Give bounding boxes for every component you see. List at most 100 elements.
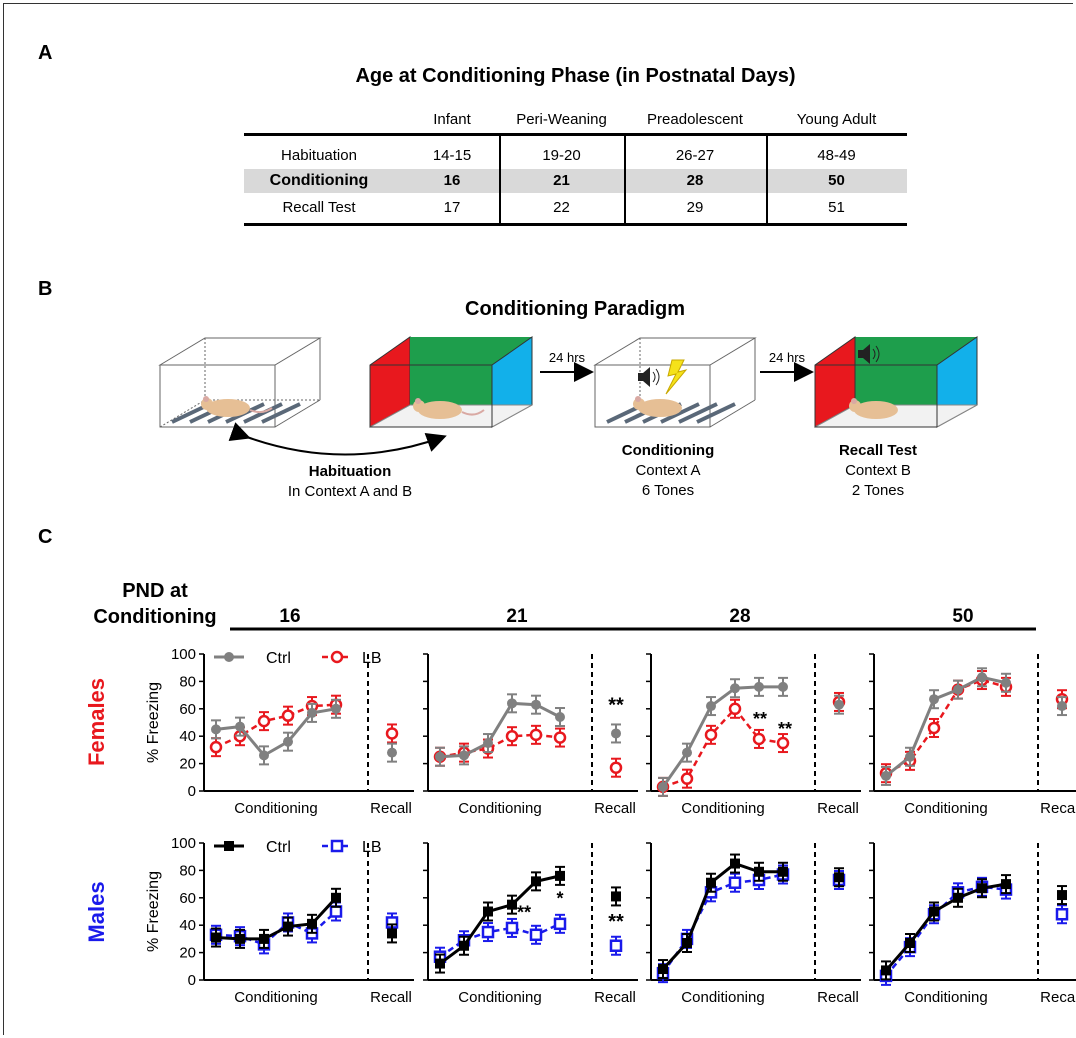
table-cell: 51 <box>828 199 845 216</box>
data-point-lb <box>505 729 519 743</box>
table-cell: 14-15 <box>432 147 472 164</box>
table-row: Habituation 14-15 19-20 26-27 48-49 <box>244 144 907 168</box>
x-label-recall: Recall <box>370 989 412 1006</box>
x-label-recall: Recall <box>817 800 859 817</box>
data-point-ctrl <box>881 965 891 976</box>
conditioning-caption: Conditioning Context A 6 Tones <box>598 441 738 501</box>
x-label-recall: Recall <box>817 989 859 1006</box>
row-label-females: Females <box>84 678 109 766</box>
y-tick-label: 80 <box>179 862 196 879</box>
data-point-lb <box>281 709 295 722</box>
data-point-ctrl <box>611 728 621 739</box>
table-cell: 28 <box>686 172 704 189</box>
legend-marker-ctrl <box>224 841 234 851</box>
habituation-caption: Habituation In Context A and B <box>260 462 440 502</box>
data-point-ctrl <box>331 892 341 903</box>
conditioning-name: Conditioning <box>621 442 715 459</box>
data-point-ctrl <box>834 699 844 710</box>
data-point-ctrl <box>754 681 764 692</box>
data-point-ctrl <box>1001 677 1011 688</box>
x-label-recall: Recall <box>1040 800 1076 817</box>
pnd-value: 28 <box>729 606 750 627</box>
legend-marker-lb <box>330 839 344 853</box>
panel-b-letter: B <box>38 278 53 300</box>
data-point-ctrl <box>435 751 445 762</box>
mouse-icon <box>201 396 273 417</box>
table-divider <box>766 135 768 223</box>
y-tick-label: 60 <box>179 890 196 907</box>
recall-name: Recall Test <box>838 442 918 459</box>
series-line-lb <box>885 885 1007 977</box>
data-point-ctrl <box>706 877 716 888</box>
data-point-lb <box>927 721 941 735</box>
data-point-ctrl <box>331 703 341 714</box>
data-point-lb <box>609 939 623 952</box>
table-divider <box>624 135 626 223</box>
data-point-ctrl <box>307 707 317 718</box>
data-point-lb <box>752 732 766 746</box>
panel-b-title: Conditioning Paradigm <box>465 298 685 320</box>
habituation-line: In Context A and B <box>287 483 413 500</box>
data-point-ctrl <box>1057 890 1067 901</box>
data-point-ctrl <box>483 738 493 749</box>
data-point-ctrl <box>211 724 221 735</box>
data-point-ctrl <box>259 933 269 944</box>
data-point-ctrl <box>977 883 987 894</box>
habituation-name: Habituation <box>308 463 392 480</box>
panel-a-title: Age at Conditioning Phase (in Postnatal … <box>355 65 796 87</box>
data-point-lb <box>481 925 495 939</box>
y-tick-label: 100 <box>171 646 196 663</box>
significance-marker: ** <box>608 695 624 717</box>
x-label-conditioning: Conditioning <box>904 800 987 817</box>
data-point-ctrl <box>555 712 565 723</box>
data-point-lb <box>609 761 623 774</box>
table-rule-bottom <box>244 223 907 226</box>
data-point-lb <box>529 728 543 742</box>
panel-a-letter: A <box>38 42 53 64</box>
data-point-lb <box>776 736 790 750</box>
chart-panel: 0 20 40 60 80 100 % Freezing Conditioning Recall… <box>145 835 414 1006</box>
data-point-ctrl <box>507 698 517 709</box>
table-cell: 21 <box>553 172 570 189</box>
table-row-label: Recall Test <box>282 199 356 216</box>
significance-marker: * <box>556 889 563 909</box>
data-point-ctrl <box>658 964 668 975</box>
recall-box <box>814 336 978 428</box>
table-cell: 26-27 <box>675 147 715 164</box>
recall-line2: 2 Tones <box>851 482 905 499</box>
data-point-ctrl <box>706 701 716 712</box>
data-point-ctrl <box>555 870 565 881</box>
table-header-row: Infant Peri-Weaning Preadolescent Young … <box>244 108 907 132</box>
data-point-ctrl <box>977 672 987 683</box>
significance-marker: ** <box>753 709 767 729</box>
x-label-conditioning: Conditioning <box>681 989 764 1006</box>
legend-label-lb: LB <box>362 839 382 856</box>
data-point-ctrl <box>459 750 469 761</box>
table-cell: 50 <box>828 172 845 189</box>
y-tick-label: 100 <box>171 835 196 852</box>
chart-panel: 0 20 40 60 80 100 % Freezing Conditioning Recall… <box>145 646 414 817</box>
data-point-lb <box>529 928 543 942</box>
x-label-conditioning: Conditioning <box>458 989 541 1006</box>
series-line-ctrl <box>661 685 783 788</box>
table-cell: 29 <box>686 199 704 216</box>
figure-frame <box>3 3 1073 1035</box>
y-tick-label: 20 <box>179 756 196 773</box>
data-point-ctrl <box>235 933 245 944</box>
pnd-value: 16 <box>279 606 300 627</box>
data-point-ctrl <box>658 781 668 792</box>
table-cell: 48-49 <box>817 147 856 164</box>
series-line-ctrl <box>439 874 561 965</box>
arrow-label-2: 24 hrs <box>768 350 806 365</box>
table-header: Infant <box>433 111 471 128</box>
row-label-males: Males <box>84 881 109 942</box>
series-line-ctrl <box>884 882 1007 972</box>
mouse-icon <box>413 398 485 419</box>
data-point-ctrl <box>953 684 963 695</box>
series-line-lb <box>661 873 784 974</box>
data-point-lb <box>1055 907 1069 921</box>
data-point-ctrl <box>730 858 740 869</box>
data-point-lb <box>209 740 223 754</box>
table-header: Preadolescent <box>647 111 743 128</box>
